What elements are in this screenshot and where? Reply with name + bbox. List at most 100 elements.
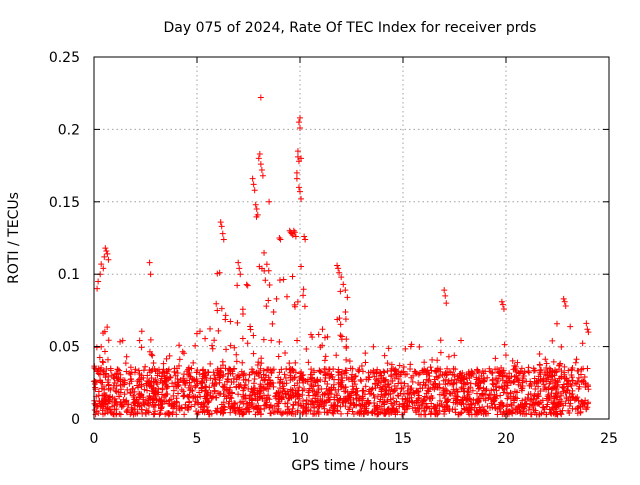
roti-point: [202, 335, 209, 342]
roti-point: [309, 334, 316, 341]
roti-point: [147, 271, 154, 278]
roti-point: [517, 408, 524, 415]
roti-point: [480, 385, 487, 392]
roti-point: [557, 360, 564, 367]
roti-point: [338, 371, 345, 378]
roti-point: [169, 380, 176, 387]
roti-point: [285, 395, 292, 402]
roti-point: [452, 366, 459, 373]
roti-point: [180, 379, 187, 386]
roti-point: [346, 358, 353, 365]
roti-point: [497, 370, 504, 377]
roti-point: [244, 340, 251, 347]
roti-point: [146, 259, 153, 266]
roti-point: [132, 410, 139, 417]
roti-point: [391, 374, 398, 381]
roti-point: [92, 386, 99, 393]
roti-point: [181, 350, 188, 357]
roti-point: [485, 410, 492, 417]
roti-point: [123, 353, 130, 360]
roti-point: [292, 393, 299, 400]
x-tick-label: 0: [90, 431, 99, 447]
roti-point: [395, 375, 402, 382]
roti-point: [358, 378, 365, 385]
roti-point: [257, 94, 264, 101]
roti-point: [333, 392, 340, 399]
roti-point: [434, 374, 441, 381]
roti-point: [396, 401, 403, 408]
roti-point: [264, 380, 271, 387]
roti-point: [421, 368, 428, 375]
roti-point: [326, 390, 333, 397]
roti-point: [526, 369, 533, 376]
roti-point: [486, 391, 493, 398]
roti-point: [131, 406, 138, 413]
roti-point: [551, 367, 558, 374]
roti-point: [402, 345, 409, 352]
roti-point: [527, 397, 534, 404]
roti-point: [226, 366, 233, 373]
roti-point: [214, 405, 221, 412]
roti-point: [117, 386, 124, 393]
roti-point: [343, 336, 350, 343]
roti-point: [286, 360, 293, 367]
roti-point: [436, 397, 443, 404]
roti-point: [440, 377, 447, 384]
roti-point: [211, 388, 218, 395]
roti-point: [266, 377, 273, 384]
roti-point: [292, 233, 299, 240]
roti-point: [336, 315, 343, 322]
roti-point: [500, 402, 507, 409]
roti-point: [398, 379, 405, 386]
roti-point: [296, 384, 303, 391]
roti-point: [563, 380, 570, 387]
roti-point: [185, 394, 192, 401]
roti-point: [289, 390, 296, 397]
roti-point: [263, 399, 270, 406]
roti-point: [114, 401, 121, 408]
roti-point: [562, 303, 569, 310]
roti-point: [339, 377, 346, 384]
roti-point: [362, 359, 369, 366]
roti-point: [401, 380, 408, 387]
roti-point: [519, 377, 526, 384]
roti-point: [257, 365, 264, 372]
roti-point: [474, 390, 481, 397]
roti-point: [321, 334, 328, 341]
roti-point: [314, 376, 321, 383]
roti-point: [538, 366, 545, 373]
roti-point: [496, 404, 503, 411]
roti-point: [569, 394, 576, 401]
roti-point: [138, 406, 145, 413]
roti-point: [482, 397, 489, 404]
roti-point: [447, 390, 454, 397]
roti-point: [222, 312, 229, 319]
roti-point: [558, 398, 565, 405]
roti-point: [192, 342, 199, 349]
roti-point: [130, 392, 137, 399]
roti-point: [367, 369, 374, 376]
roti-point: [543, 411, 550, 418]
roti-point: [298, 195, 305, 202]
roti-point: [188, 403, 195, 410]
roti-point: [262, 376, 269, 383]
roti-point: [258, 360, 265, 367]
roti-point: [107, 393, 114, 400]
roti-point: [276, 385, 283, 392]
roti-point: [157, 410, 164, 417]
roti-point: [111, 395, 118, 402]
roti-point: [400, 400, 407, 407]
roti-point: [419, 398, 426, 405]
tick-labels: 0 5 10 15 20 25 0 0.05 0.1 0.15 0.2 0.25: [49, 50, 618, 447]
roti-point: [404, 387, 411, 394]
roti-point: [500, 389, 507, 396]
roti-point: [282, 349, 289, 356]
roti-point: [582, 384, 589, 391]
roti-point: [461, 406, 468, 413]
roti-point: [113, 410, 120, 417]
roti-point: [304, 376, 311, 383]
y-tick-label: 0.2: [58, 122, 80, 138]
roti-point: [489, 370, 496, 377]
roti-point: [391, 383, 398, 390]
